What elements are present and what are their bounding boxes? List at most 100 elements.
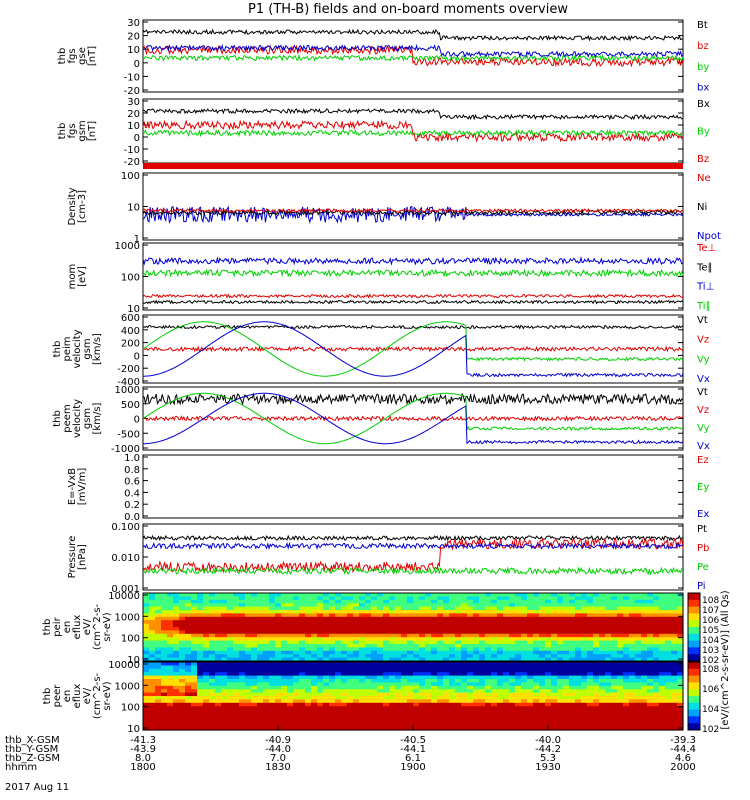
spectrogram-cell: [239, 679, 246, 683]
spectrogram-cell: [335, 706, 342, 711]
spectrogram-cell: [647, 647, 654, 652]
spectrogram-cell: [413, 657, 420, 662]
spectrogram-cell: [509, 623, 516, 628]
spectrogram-cell: [653, 627, 660, 631]
spectrogram-cell: [311, 723, 318, 728]
spectrogram-cell: [677, 603, 684, 608]
spectrogram-cell: [383, 675, 390, 680]
spectrogram-cell: [527, 599, 534, 604]
spectrogram-cell: [641, 675, 648, 680]
spectrogram-cell: [491, 679, 498, 683]
spectrogram-cell: [623, 662, 630, 666]
spectrogram-cell: [509, 672, 516, 677]
spectrogram-cell: [209, 647, 216, 652]
spectrogram-cell: [437, 702, 444, 707]
spectrogram-cell: [635, 692, 642, 697]
spectrogram-cell: [281, 616, 288, 621]
spectrogram-cell: [539, 719, 546, 724]
spectrogram-cell: [539, 706, 546, 711]
spectrogram-cell: [167, 699, 174, 704]
spectrogram-cell: [191, 610, 198, 614]
spectrogram-cell: [545, 593, 552, 597]
spectrogram-cell: [167, 723, 174, 728]
spectrogram-cell: [341, 699, 348, 704]
colorbar-tick-label: 104: [702, 705, 719, 715]
spectrogram-cell: [611, 699, 618, 704]
spectrogram-cell: [401, 616, 408, 621]
spectrogram-cell: [479, 630, 486, 635]
y-tick-label: -1000: [111, 444, 140, 455]
spectrogram-cell: [269, 627, 276, 631]
trace-Vy: [142, 392, 684, 445]
spectrogram-cell: [575, 699, 582, 704]
ephemeris-value: -40.0: [535, 735, 561, 746]
spectrogram-cell: [467, 716, 474, 721]
spectrogram-cell: [233, 620, 240, 625]
spectrogram-cell: [563, 716, 570, 721]
spectrogram-cell: [155, 637, 162, 642]
spectrogram-cell: [383, 679, 390, 683]
spectrogram-cell: [347, 654, 354, 659]
spectrogram-cell: [377, 709, 384, 714]
spectrogram-cell: [167, 706, 174, 711]
spectrogram-cell: [221, 603, 228, 608]
spectrogram-cell: [335, 620, 342, 625]
spectrogram-cell: [377, 665, 384, 670]
spectrogram-cell: [323, 696, 330, 700]
spectrogram-cell: [449, 613, 456, 618]
spectrogram-cell: [221, 723, 228, 728]
spectrogram-cell: [143, 644, 150, 648]
spectrogram-cell: [263, 719, 270, 724]
spectrogram-cell: [449, 682, 456, 687]
spectrogram-cell: [185, 620, 192, 625]
spectrogram-cell: [353, 689, 360, 694]
spectrogram-cell: [503, 644, 510, 648]
spectrogram-cell: [599, 637, 606, 642]
spectrogram-cell: [353, 593, 360, 597]
spectrogram-cell: [179, 668, 186, 673]
spectrogram-cell: [629, 726, 636, 731]
spectrogram-cell: [533, 713, 540, 717]
spectrogram-cell: [545, 644, 552, 648]
spectrogram-cell: [239, 616, 246, 621]
spectrogram-cell: [473, 692, 480, 697]
spectrogram-cell: [215, 675, 222, 680]
spectrogram-cell: [455, 647, 462, 652]
spectrogram-cell: [311, 716, 318, 721]
spectrogram-cell: [449, 596, 456, 601]
spectrogram-cell: [395, 640, 402, 645]
spectrogram-cell: [149, 668, 156, 673]
spectrogram-cell: [653, 716, 660, 721]
spectrogram-cell: [401, 662, 408, 666]
spectrogram-cell: [437, 696, 444, 700]
spectrogram-cell: [401, 709, 408, 714]
spectrogram-cell: [617, 668, 624, 673]
spectrogram-cell: [257, 716, 264, 721]
spectrogram-cell: [443, 593, 450, 597]
spectrogram-cell: [647, 657, 654, 662]
spectrogram-cell: [383, 647, 390, 652]
spectrogram-cell: [233, 654, 240, 659]
spectrogram-cell: [455, 668, 462, 673]
spectrogram-cell: [227, 726, 234, 731]
spectrogram-cell: [371, 610, 378, 614]
y-tick-label: 1000: [115, 612, 140, 623]
y-tick-label: 400: [121, 326, 140, 337]
spectrogram-cell: [629, 713, 636, 717]
spectrogram-cell: [647, 637, 654, 642]
spectrogram-cell: [161, 675, 168, 680]
spectrogram-cell: [407, 623, 414, 628]
spectrogram-cell: [413, 699, 420, 704]
spectrogram-cell: [155, 685, 162, 690]
spectrogram-cell: [635, 657, 642, 662]
spectrogram-cell: [305, 682, 312, 687]
spectrogram-cell: [239, 726, 246, 731]
spectrogram-cell: [569, 613, 576, 618]
spectrogram-cell: [653, 662, 660, 666]
spectrogram-cell: [239, 675, 246, 680]
spectrogram-cell: [563, 713, 570, 717]
legend-entry: Pe: [697, 562, 709, 573]
y-axis-label: gsm: [82, 338, 93, 359]
spectrogram-cell: [665, 716, 672, 721]
spectrogram-cell: [161, 654, 168, 659]
